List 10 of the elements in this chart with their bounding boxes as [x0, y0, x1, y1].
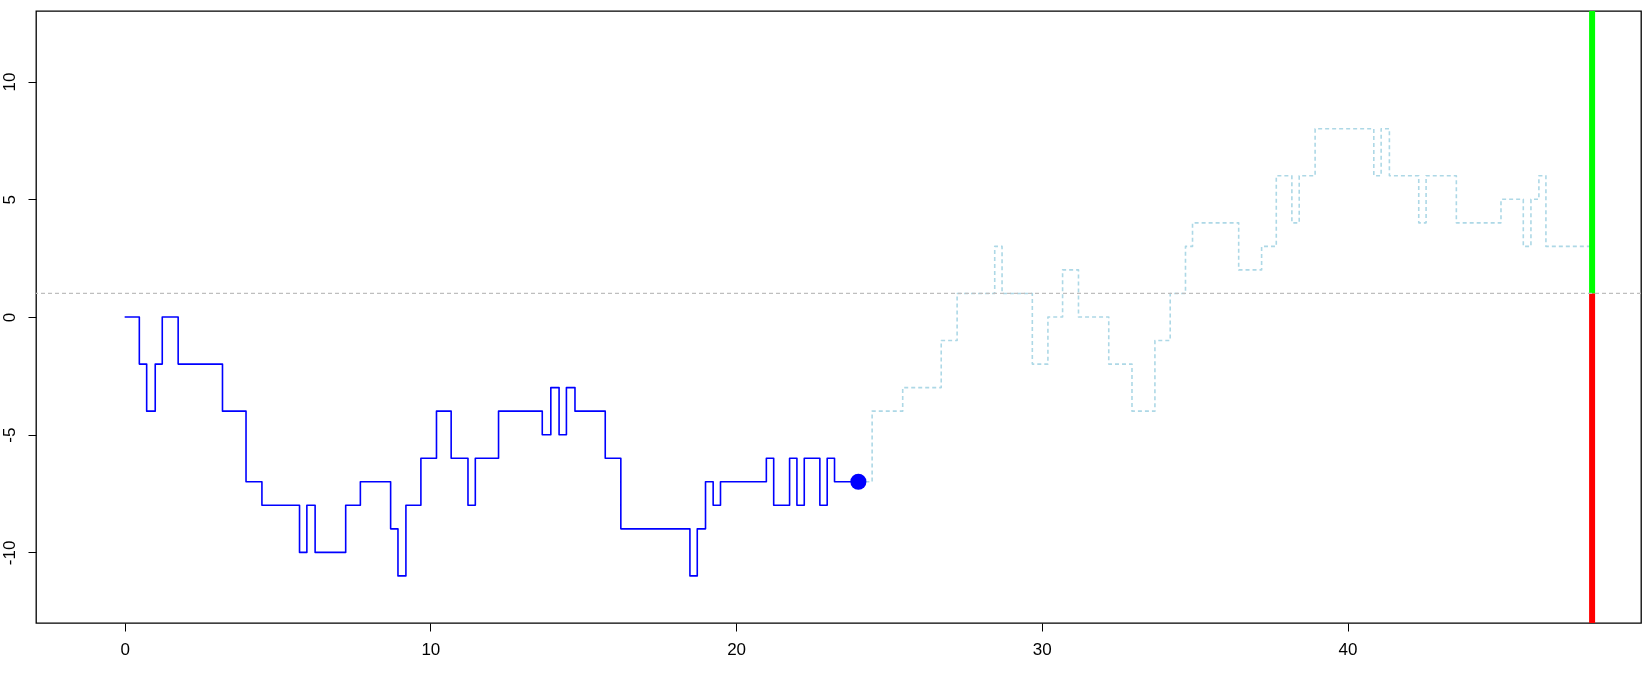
y-tick-label: -10	[0, 540, 19, 566]
x-tick-label: 0	[120, 639, 130, 659]
y-tick-label: 5	[0, 195, 19, 205]
x-tick-label: 20	[727, 639, 747, 659]
x-tick-label: 10	[421, 639, 441, 659]
x-tick-label: 40	[1338, 639, 1358, 659]
y-tick-label: 0	[0, 312, 19, 323]
y-tick-label: 10	[0, 72, 19, 92]
y-tick-label: -5	[0, 427, 19, 443]
x-tick-label: 30	[1032, 639, 1052, 659]
